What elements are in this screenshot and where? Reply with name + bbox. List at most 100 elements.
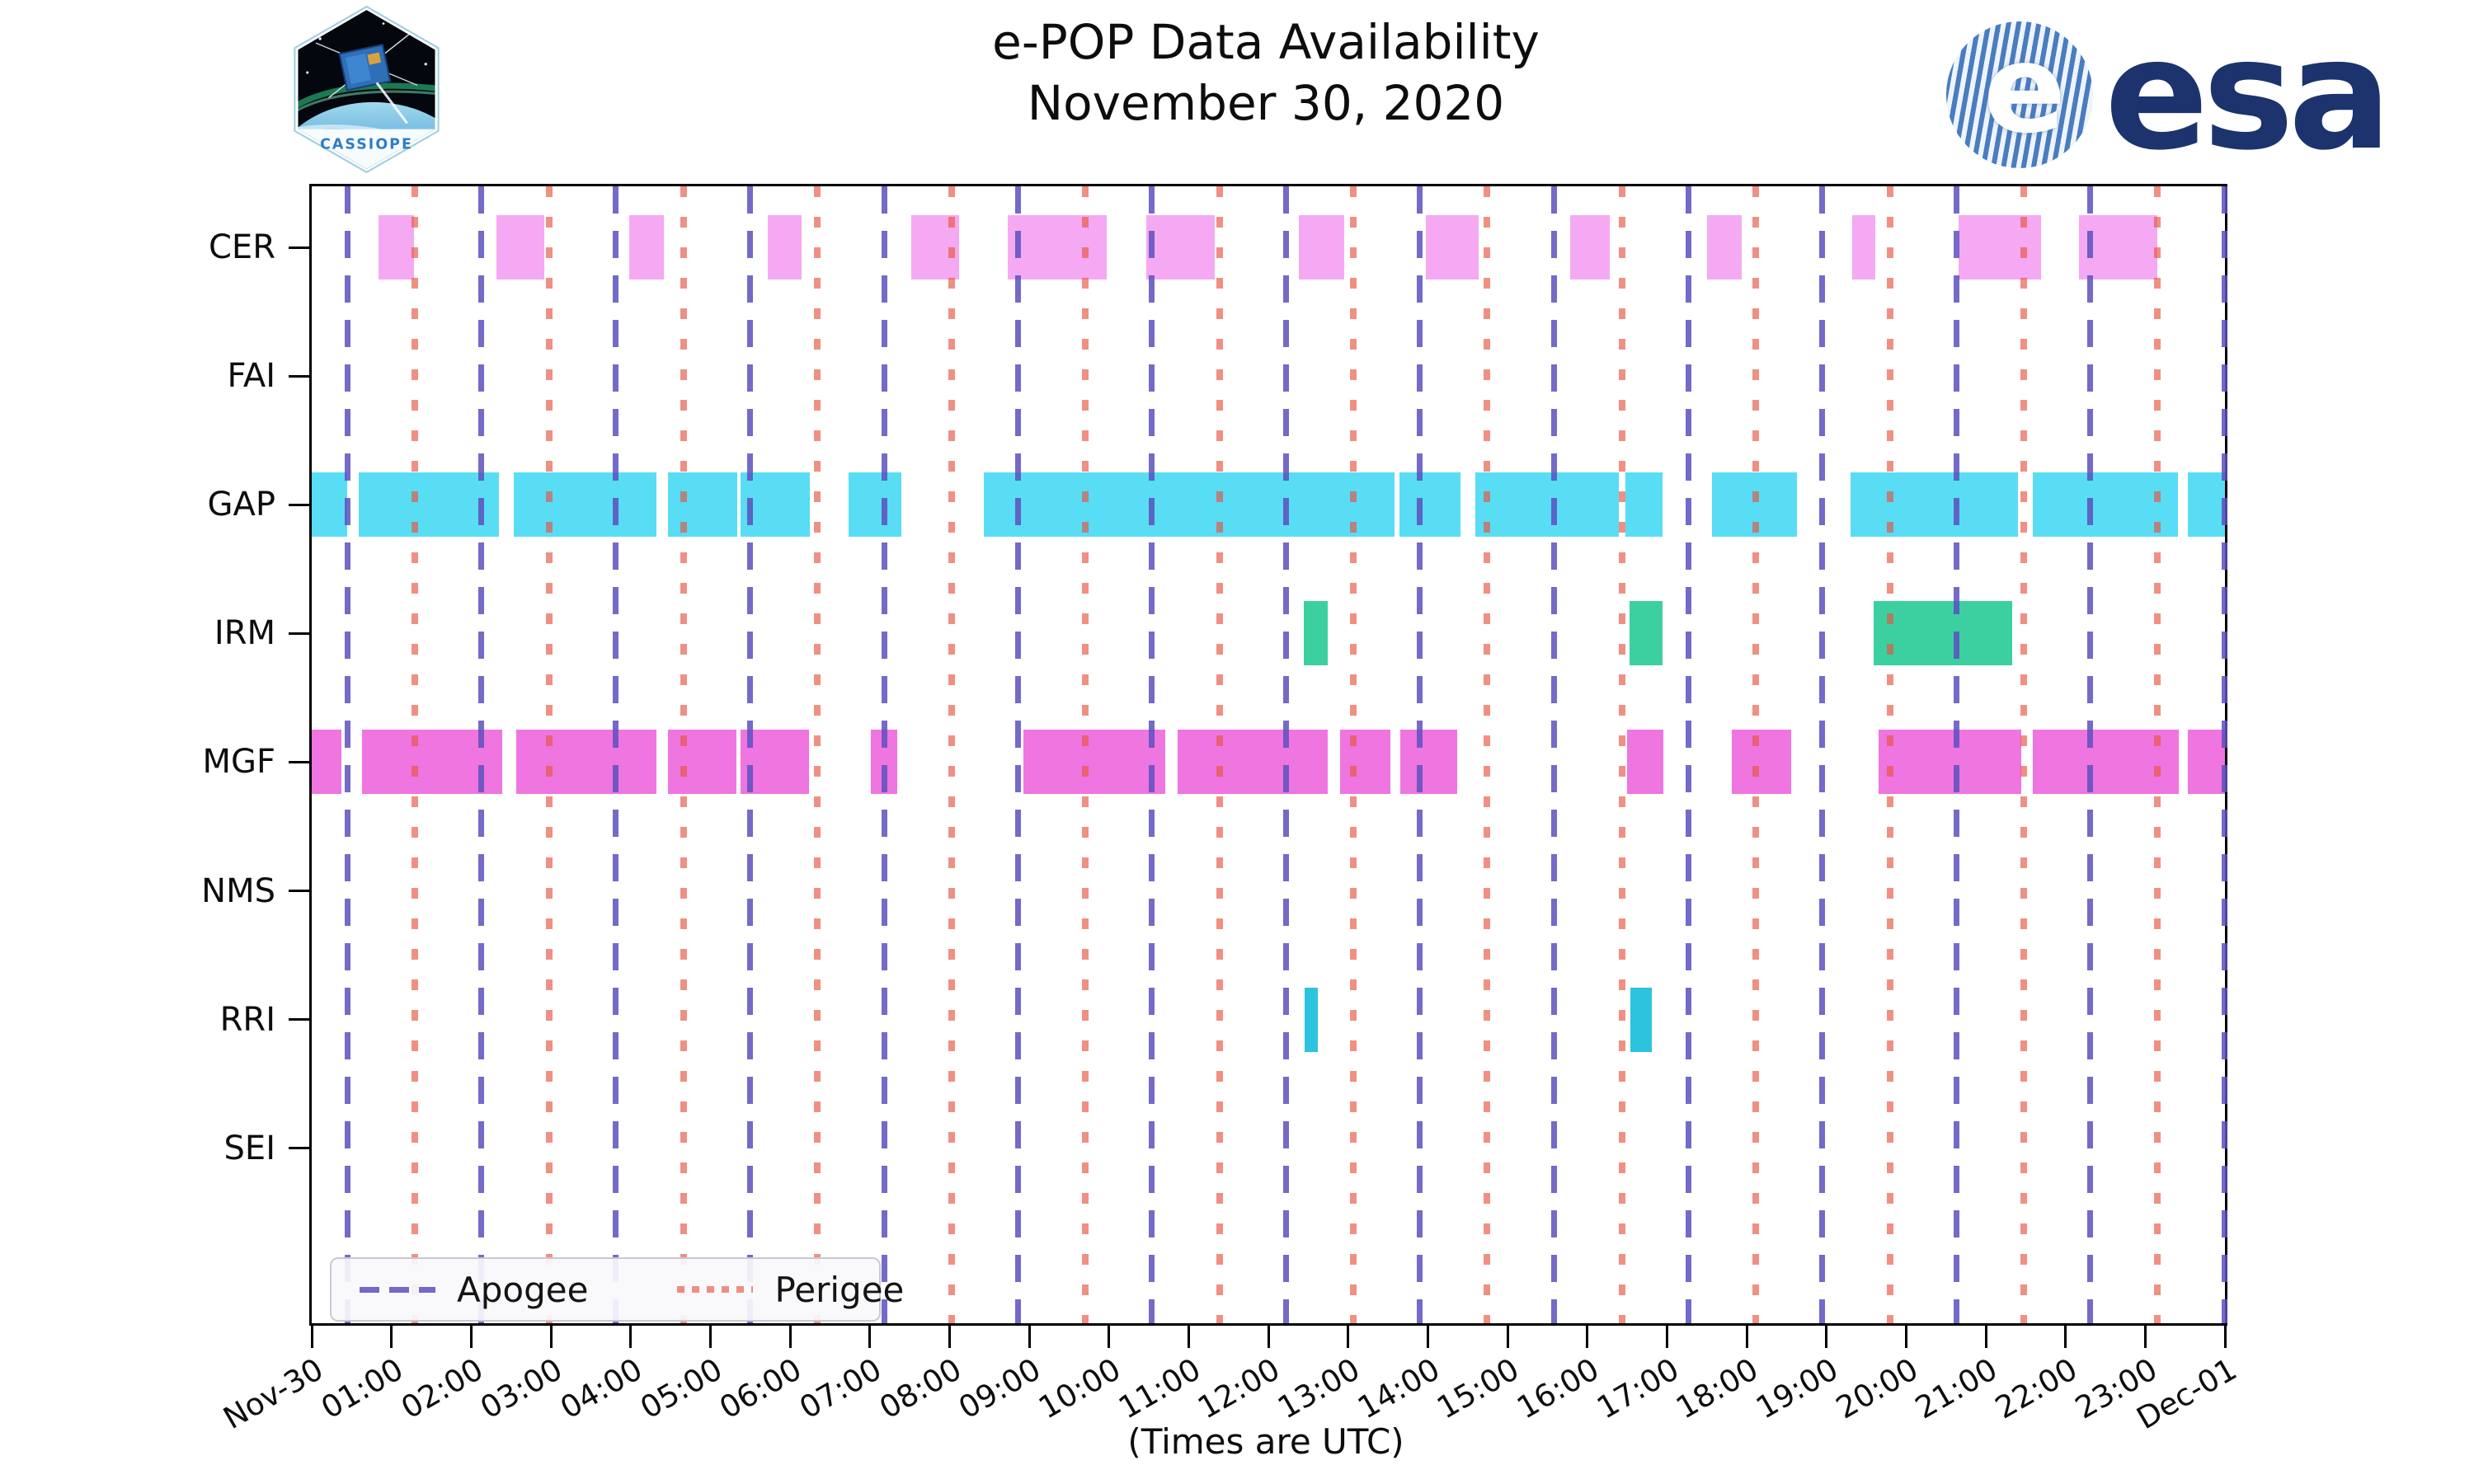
apogee-line — [1953, 186, 1959, 1323]
perigee-line — [1618, 186, 1625, 1323]
x-tick — [549, 1323, 553, 1348]
availability-bar-mgf — [1731, 730, 1792, 795]
apogee-line — [1685, 186, 1691, 1323]
x-tick — [2143, 1323, 2147, 1348]
x-axis-caption: (Times are UTC) — [1127, 1421, 1404, 1462]
x-axis-label: 07:00 — [793, 1351, 888, 1426]
perigee-line — [2020, 186, 2027, 1323]
availability-bar-mgf — [2187, 730, 2225, 795]
y-axis-label-mgf: MGF — [202, 743, 275, 782]
legend-label-apogee: Apogee — [457, 1269, 589, 1310]
availability-bar-gap — [1399, 472, 1460, 538]
availability-bar-cer — [379, 215, 414, 279]
availability-bar-mgf — [1340, 730, 1390, 795]
y-tick-irm — [289, 632, 312, 635]
y-axis-label-irm: IRM — [214, 614, 275, 653]
y-tick-fai — [289, 374, 312, 378]
cassiope-patch-graphic: CASSIOPE — [294, 5, 440, 174]
availability-bar-gap — [2187, 472, 2225, 538]
availability-bar-irm — [1629, 601, 1663, 666]
perigee-line — [1216, 186, 1223, 1323]
availability-bar-gap — [983, 472, 1395, 538]
cassiope-logo-text: CASSIOPE — [320, 136, 413, 153]
legend-label-perigee: Perigee — [774, 1269, 905, 1310]
x-axis-label: 16:00 — [1511, 1351, 1606, 1426]
perigee-line — [545, 186, 553, 1323]
availability-bar-cer — [767, 215, 802, 279]
availability-bar-gap — [2033, 472, 2178, 538]
x-tick — [1825, 1323, 1828, 1348]
perigee-line — [1349, 186, 1357, 1323]
x-axis-label: 22:00 — [1989, 1351, 2084, 1426]
availability-bar-cer — [1298, 215, 1344, 279]
availability-bar-cer — [1007, 215, 1107, 279]
y-axis-label-gap: GAP — [207, 486, 275, 524]
x-tick — [629, 1323, 633, 1348]
apogee-line — [1282, 186, 1289, 1323]
x-tick — [1108, 1323, 1111, 1348]
x-tick — [1904, 1323, 1907, 1348]
apogee-line — [881, 186, 887, 1323]
esa-logo: e esa — [1946, 5, 2392, 184]
availability-bar-irm — [1873, 601, 2012, 666]
x-tick — [1665, 1323, 1668, 1348]
apogee-line — [747, 186, 754, 1323]
y-axis-label-sei: SEI — [223, 1129, 275, 1167]
availability-bar-mgf — [1878, 730, 2021, 795]
x-tick — [1187, 1323, 1190, 1348]
y-axis-label-rri: RRI — [219, 1000, 275, 1039]
y-tick-cer — [289, 246, 312, 249]
plot-area: Apogee Perigee CER FAI GAP IRM MGF NMS RRI SEI N… — [201, 184, 2243, 1436]
availability-bar-cer — [1146, 215, 1216, 279]
x-axis-label: 15:00 — [1431, 1351, 1526, 1426]
x-axis-label: 11:00 — [1112, 1351, 1206, 1426]
x-tick — [1984, 1323, 1987, 1348]
availability-bar-gap — [1475, 472, 1620, 538]
perigee-line-sample — [677, 1286, 754, 1293]
apogee-line — [1550, 186, 1557, 1323]
x-tick — [1028, 1323, 1031, 1348]
x-tick — [469, 1323, 473, 1348]
cassiope-logo: CASSIOPE — [282, 5, 451, 174]
x-tick — [788, 1323, 792, 1348]
chart-subtitle: November 30, 2020 — [1027, 75, 1505, 131]
x-axis-label: 04:00 — [554, 1351, 649, 1426]
availability-bar-irm — [1303, 601, 1329, 666]
x-axis-label: 18:00 — [1670, 1351, 1765, 1426]
perigee-line — [412, 186, 419, 1323]
y-tick-gap — [289, 503, 312, 506]
apogee-line — [1417, 186, 1423, 1323]
x-tick — [1426, 1323, 1429, 1348]
perigee-line — [1484, 186, 1491, 1323]
availability-bar-mgf — [1023, 730, 1166, 795]
x-axis-label: 01:00 — [315, 1351, 410, 1426]
esa-logo-text: esa — [2105, 5, 2392, 184]
availability-bar-mgf — [1177, 730, 1328, 795]
x-axis-label: 06:00 — [713, 1351, 808, 1426]
y-tick-mgf — [289, 760, 312, 763]
apogee-line — [1149, 186, 1155, 1323]
x-tick — [1267, 1323, 1270, 1348]
availability-bar-cer — [1851, 215, 1875, 279]
availability-bar-cer — [1959, 215, 2041, 279]
availability-bar-gap — [359, 472, 500, 538]
apogee-line — [612, 186, 618, 1323]
x-tick — [1347, 1323, 1350, 1348]
x-tick — [310, 1323, 313, 1348]
perigee-line — [1886, 186, 1893, 1323]
x-axis-label: 20:00 — [1829, 1351, 1924, 1426]
x-axis-label: 19:00 — [1750, 1351, 1845, 1426]
availability-bar-gap — [513, 472, 656, 538]
apogee-line — [2221, 186, 2227, 1323]
x-tick — [1586, 1323, 1589, 1348]
x-tick — [1745, 1323, 1748, 1348]
y-tick-rri — [289, 1018, 312, 1021]
availability-bar-cer — [1426, 215, 1479, 279]
x-axis-label: 13:00 — [1272, 1351, 1366, 1426]
availability-bar-mgf — [516, 730, 656, 795]
perigee-line — [948, 186, 955, 1323]
x-tick — [1506, 1323, 1509, 1348]
availability-bar-rri — [1630, 987, 1652, 1052]
legend-item-perigee: Perigee — [677, 1270, 904, 1310]
y-axis-label-nms: NMS — [201, 871, 275, 910]
